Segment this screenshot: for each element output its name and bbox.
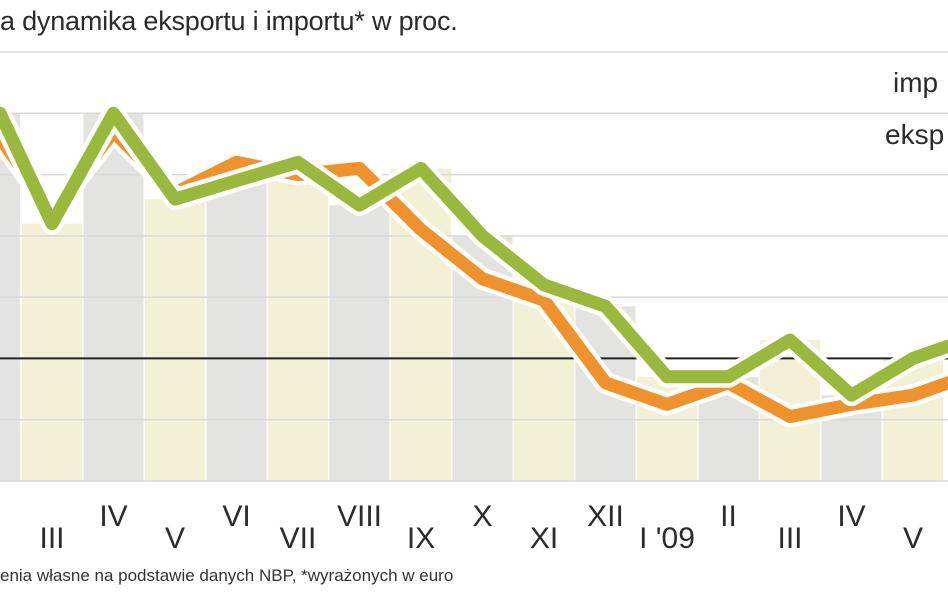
legend: imp eksp [885, 67, 944, 150]
x-tick-label: IX [407, 522, 435, 555]
month-bar [268, 162, 328, 482]
series-lines [0, 102, 948, 428]
x-tick-label: VII [280, 522, 317, 555]
source-note: enia własne na podstawie danych NBP, *wy… [0, 566, 454, 585]
export-line [0, 106, 948, 402]
month-bar [22, 223, 82, 481]
x-tick-label: I '09 [639, 522, 695, 555]
legend-import-label: imp [893, 67, 938, 98]
x-tick-label: X [472, 500, 492, 533]
legend-export-label: eksp [885, 119, 944, 150]
x-tick-label: III [39, 522, 64, 555]
month-bar [329, 205, 390, 481]
gridlines [0, 51, 948, 482]
x-tick-label: XI [530, 522, 558, 555]
chart-title: a dynamika eksportu i importu* w proc. [0, 6, 458, 36]
month-bar [145, 199, 205, 482]
month-bar [206, 180, 267, 481]
x-tick-label: XII [587, 500, 624, 533]
x-tick-label: V [165, 522, 185, 555]
x-tick-label: IV [99, 500, 127, 533]
x-tick-label: VIII [337, 500, 382, 533]
x-tick-label: V [903, 522, 923, 555]
x-tick-label: II [720, 500, 737, 533]
x-tick-label: IV [837, 500, 865, 533]
x-tick-label: VI [222, 500, 250, 533]
x-tick-label: III [777, 522, 802, 555]
